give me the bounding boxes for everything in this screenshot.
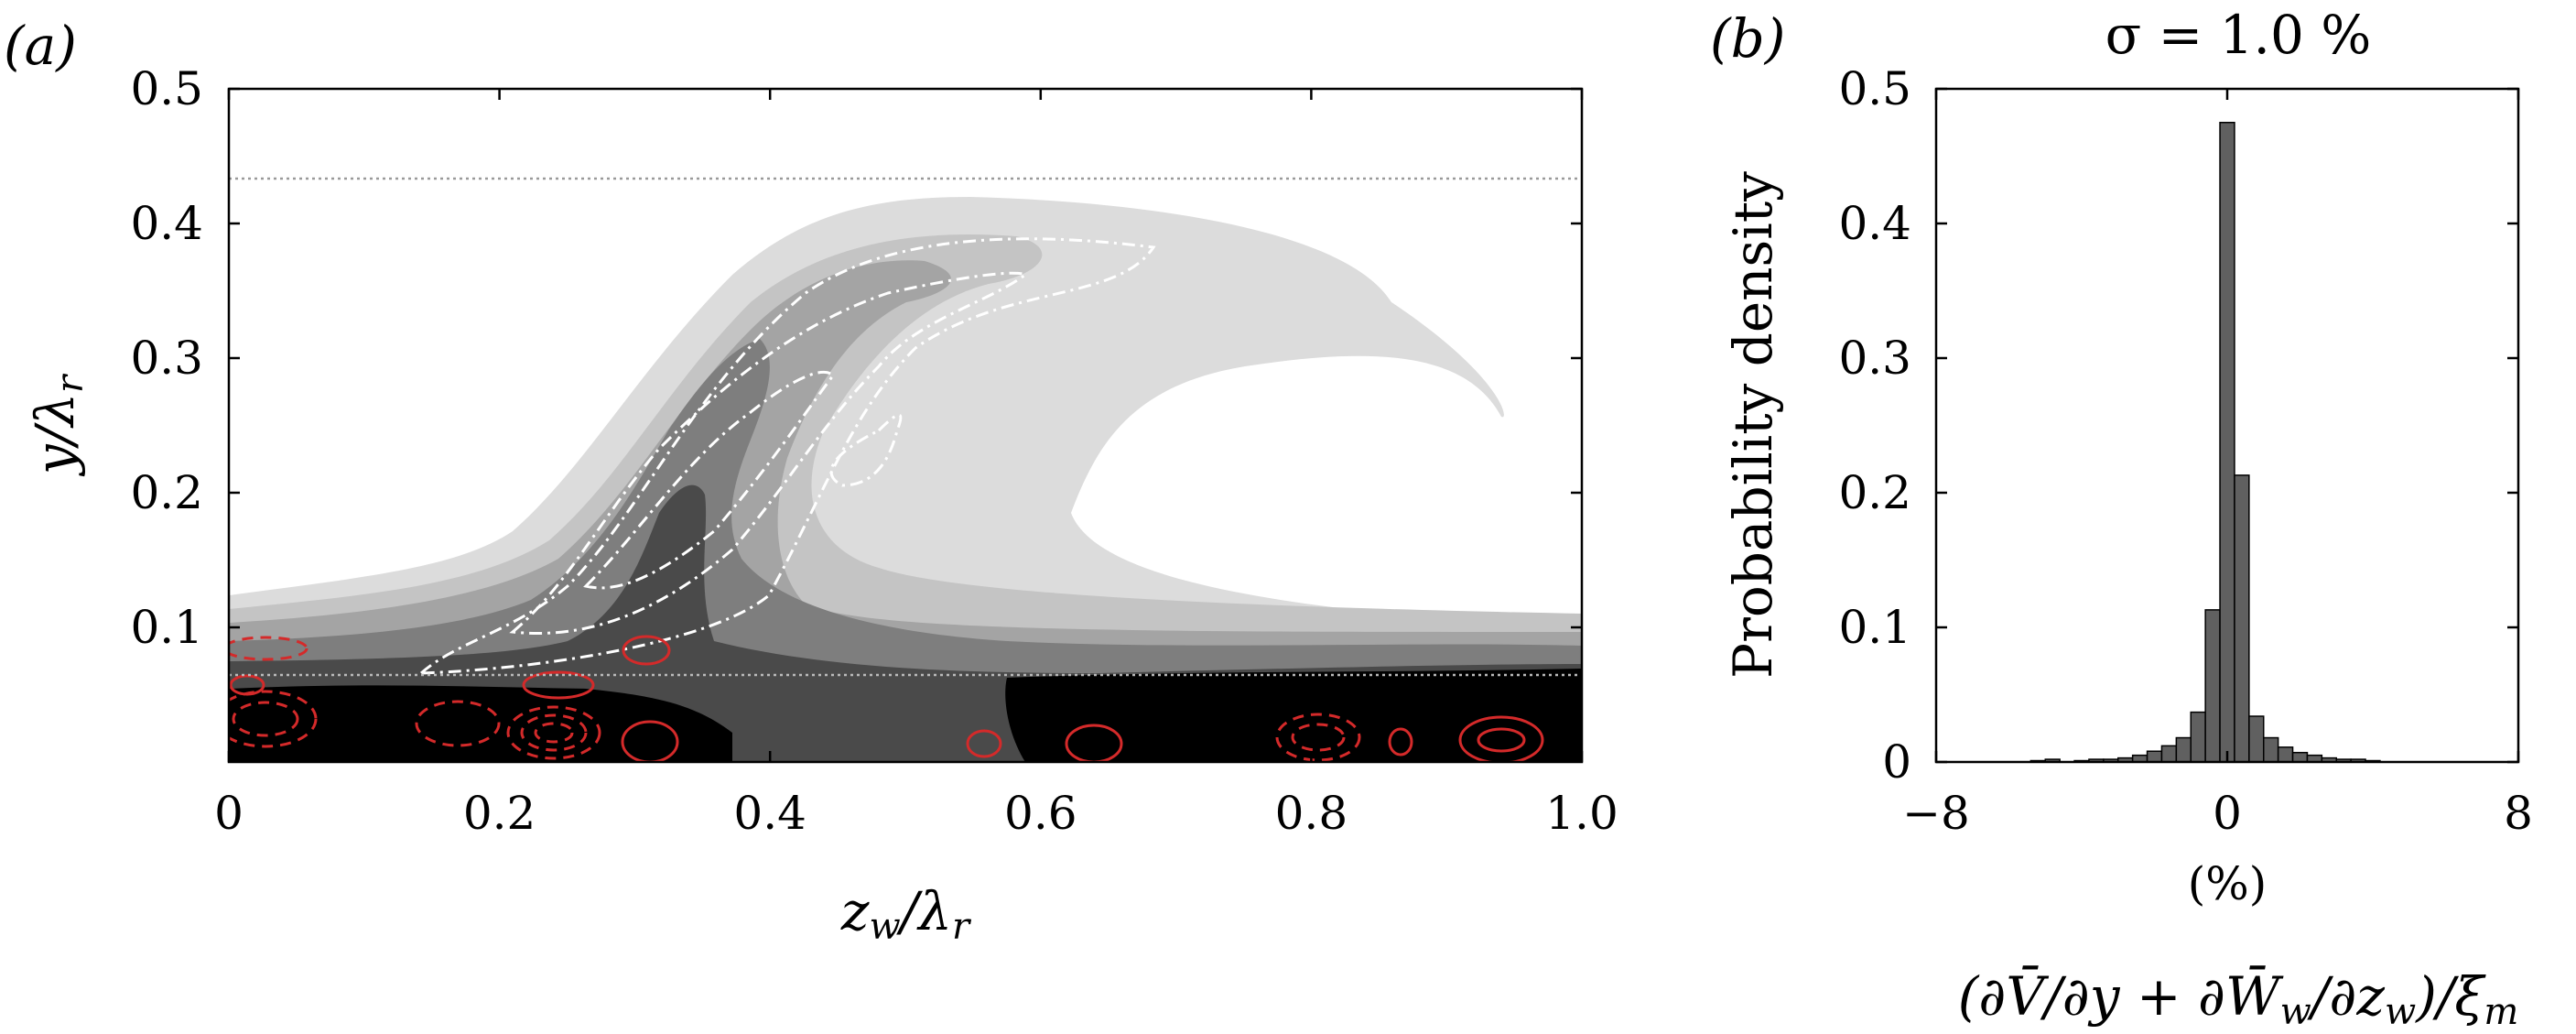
x-tick-label: 0.4 bbox=[733, 787, 806, 840]
panel-a-xlabel: zw/λr bbox=[840, 880, 972, 948]
dashdot-contour-inner bbox=[583, 370, 835, 590]
y-tick-label: 0.2 bbox=[1838, 466, 1911, 519]
y-tick-label: 0.1 bbox=[130, 601, 203, 654]
panel-b: (b) σ = 1.0 % −8 0 800.10.20.30.40.5 Proba… bbox=[1710, 4, 2533, 1033]
x-tick-label: 0.8 bbox=[1275, 787, 1348, 840]
positive-contour bbox=[622, 635, 671, 666]
panel-a: (a) bbox=[4, 15, 1618, 948]
negative-contour bbox=[415, 700, 501, 747]
y-tick-label: 0.3 bbox=[130, 332, 203, 385]
negative-contour bbox=[229, 636, 308, 661]
dashdot-contour-outer bbox=[417, 237, 1156, 675]
x-tick-label: 0.6 bbox=[1004, 787, 1077, 840]
red-dashed-contours bbox=[229, 636, 1361, 762]
positive-contour bbox=[229, 674, 265, 696]
negative-contour bbox=[534, 722, 574, 744]
y-tick-label: 0.2 bbox=[130, 466, 203, 519]
dashdot-contour-middle bbox=[509, 271, 1028, 636]
x-tick-label: 0.2 bbox=[463, 787, 536, 840]
histogram-bar bbox=[2277, 746, 2294, 763]
y-tick-label: 0.5 bbox=[1838, 62, 1911, 115]
y-tick-label: 0 bbox=[1882, 735, 1911, 789]
panel-a-axes: 0 0.2 0.4 0.6 0.8 1.0 0.1 0.2 0.3 0.4 0.5 bbox=[130, 62, 1618, 840]
panel-b-label: (b) bbox=[1710, 7, 1785, 70]
histogram-bar bbox=[2219, 122, 2235, 763]
panel-a-label: (a) bbox=[4, 15, 77, 77]
x-tick-label: 8 bbox=[2504, 787, 2533, 840]
x-tick-label: −8 bbox=[1902, 787, 1970, 840]
histogram-bar bbox=[2263, 736, 2279, 763]
panel-a-frame bbox=[227, 87, 1584, 764]
panel-b-xlabel: (∂V̄/∂y + ∂W̄w/∂zw)/ξm bbox=[1958, 964, 2519, 1033]
y-tick-label: 0.4 bbox=[130, 197, 203, 250]
positive-contour bbox=[1065, 724, 1123, 762]
y-tick-label: 0.1 bbox=[1838, 601, 1911, 654]
positive-contour bbox=[522, 670, 595, 700]
positive-contour bbox=[1477, 727, 1526, 753]
histogram-bar bbox=[2190, 711, 2206, 763]
histogram-bar bbox=[2160, 745, 2178, 763]
positive-contour bbox=[621, 720, 679, 762]
histogram-bar bbox=[2204, 609, 2221, 763]
red-contours bbox=[229, 635, 1544, 762]
histogram-bars bbox=[2029, 122, 2381, 763]
panel-b-title: σ = 1.0 % bbox=[2105, 4, 2372, 66]
panel-b-axes: −8 0 800.10.20.30.40.5 bbox=[1838, 62, 2532, 840]
negative-contour bbox=[1275, 713, 1361, 762]
y-tick-label: 0.5 bbox=[130, 62, 203, 115]
positive-contour bbox=[1388, 727, 1413, 756]
negative-contour bbox=[1291, 723, 1346, 752]
dashdot-contours bbox=[417, 237, 1156, 675]
red-solid-contours bbox=[229, 635, 1544, 762]
negative-contour bbox=[232, 701, 299, 737]
contour-map bbox=[229, 89, 1582, 762]
negative-contour bbox=[520, 713, 588, 752]
panel-a-ylabel: y/λr bbox=[24, 373, 92, 477]
positive-contour bbox=[1458, 715, 1544, 762]
panel-b-ylabel: Probability density bbox=[1722, 171, 1784, 679]
y-tick-label: 0.3 bbox=[1838, 332, 1911, 385]
y-tick-label: 0.4 bbox=[1838, 197, 1911, 250]
histogram-bar bbox=[2234, 474, 2250, 763]
x-tick-label: 0 bbox=[2213, 787, 2242, 840]
x-tick-label: 1.0 bbox=[1545, 787, 1618, 840]
histogram-bar bbox=[2175, 736, 2192, 763]
histogram-bar bbox=[2291, 751, 2309, 763]
negative-contour bbox=[229, 690, 318, 748]
positive-contour bbox=[966, 729, 1002, 758]
histogram-bar bbox=[2146, 750, 2163, 763]
histogram-bar bbox=[2248, 715, 2265, 763]
x-tick-label: 0 bbox=[214, 787, 244, 840]
negative-contour bbox=[506, 705, 601, 760]
panel-b-xunit: (%) bbox=[2188, 857, 2268, 910]
